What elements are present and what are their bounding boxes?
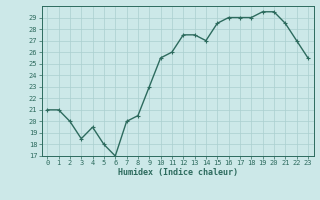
X-axis label: Humidex (Indice chaleur): Humidex (Indice chaleur)	[118, 168, 237, 177]
